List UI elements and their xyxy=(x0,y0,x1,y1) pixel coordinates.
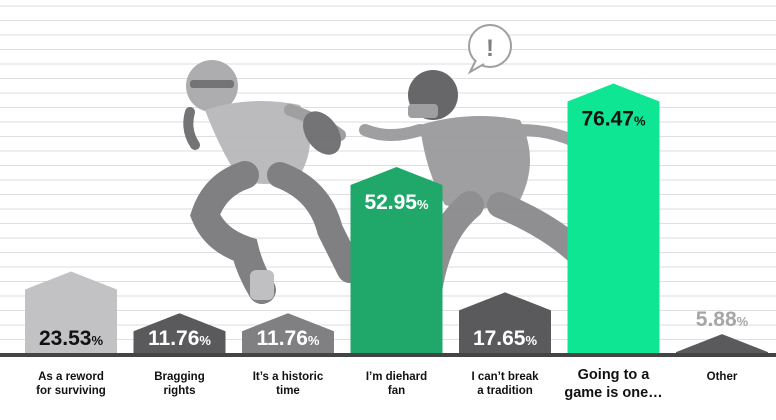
category-label: It’s a historic time xyxy=(252,371,324,397)
speech-bubble: ! xyxy=(467,24,512,75)
data-label: 23.53% xyxy=(39,327,104,350)
bar xyxy=(133,313,226,355)
data-label: 17.65% xyxy=(473,327,538,350)
bar xyxy=(25,271,117,355)
bar xyxy=(676,334,768,355)
category-label: I can’t break a tradition xyxy=(471,371,539,397)
bar xyxy=(567,83,660,356)
category-label: Other xyxy=(706,371,738,383)
data-label: 5.88% xyxy=(696,308,749,331)
category-label: Bragging rights xyxy=(154,371,205,397)
exclamation-icon: ! xyxy=(486,35,494,62)
data-label: 11.76% xyxy=(148,327,211,350)
bar xyxy=(350,167,443,355)
chart-bars: 23.53% 11.76% 11.76% 52.95% 17.65% 76.47% 5.88… xyxy=(25,83,768,356)
data-label: 11.76% xyxy=(257,327,320,350)
category-label: Going to a game is one… xyxy=(564,367,663,401)
category-label: I’m diehard fan xyxy=(365,371,428,397)
data-label: 52.95% xyxy=(364,191,429,214)
category-label: As a reword for surviving xyxy=(36,371,106,397)
bar xyxy=(459,292,551,355)
data-label: 76.47% xyxy=(581,108,646,131)
bar xyxy=(242,313,334,355)
